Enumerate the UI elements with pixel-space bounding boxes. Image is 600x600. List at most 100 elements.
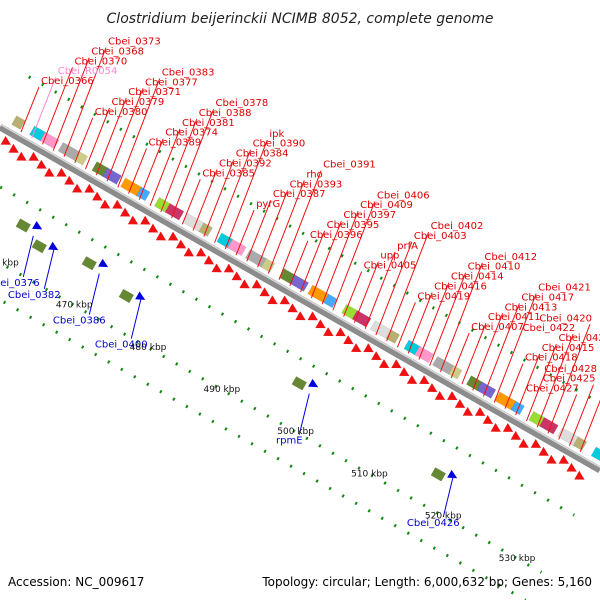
gene-label: rho bbox=[306, 169, 322, 180]
product-box bbox=[510, 400, 525, 416]
leader-line bbox=[298, 393, 310, 435]
gene-label: Cbei_0410 bbox=[468, 262, 521, 273]
forward-gene-arrow bbox=[490, 422, 501, 432]
backbone-band bbox=[0, 123, 600, 474]
leader-line bbox=[332, 201, 376, 311]
product-box bbox=[91, 161, 109, 178]
gene-label: Cbei_0391 bbox=[323, 160, 376, 171]
leader-line bbox=[95, 97, 127, 176]
gene-label: Cbei_0377 bbox=[145, 77, 198, 88]
gene-label: Cbei_0420 bbox=[539, 313, 592, 324]
forward-gene-arrow bbox=[462, 407, 473, 416]
leader-line bbox=[130, 297, 142, 339]
product-box bbox=[465, 375, 483, 392]
leader-line bbox=[461, 322, 487, 385]
scale-tick-label: 520 kbp bbox=[425, 512, 462, 522]
forward-gene-arrow bbox=[36, 159, 47, 169]
reading-frame-dots bbox=[0, 75, 600, 600]
leader-line bbox=[442, 475, 454, 518]
leader-line bbox=[439, 262, 483, 373]
gene-label: Cbei_0411 bbox=[488, 312, 541, 323]
gene-label: Cbei_0417 bbox=[521, 292, 574, 303]
gene-label: Cbei_0381 bbox=[182, 118, 235, 129]
leader-line bbox=[43, 247, 55, 289]
gene-label: Cbei_0370 bbox=[74, 56, 127, 67]
product-box bbox=[153, 196, 171, 213]
product-box bbox=[556, 427, 580, 447]
forward-gene-arrow bbox=[175, 239, 187, 249]
product-box bbox=[590, 446, 600, 462]
product-box bbox=[216, 232, 234, 249]
leader-line bbox=[149, 128, 181, 207]
reverse-product-box bbox=[291, 376, 308, 391]
gene-label: Cbei_0392 bbox=[219, 158, 272, 169]
gene-label: Cbei_0415 bbox=[542, 343, 595, 354]
gene-label: Cbei_0409 bbox=[360, 200, 413, 211]
leader-line bbox=[558, 394, 578, 440]
leader-line bbox=[278, 170, 322, 280]
reverse-product-box bbox=[81, 256, 98, 271]
gene-label: Cbei_0368 bbox=[91, 47, 144, 58]
product-box bbox=[414, 345, 434, 364]
forward-gene-arrow bbox=[434, 391, 446, 400]
gene-label: Cbei_0380 bbox=[95, 107, 148, 118]
leader-line bbox=[429, 272, 467, 366]
product-box bbox=[244, 249, 268, 268]
scale-tick-label: 460 kbp bbox=[0, 258, 19, 268]
gene-label: Cbei_0373 bbox=[108, 37, 161, 48]
forward-gene-arrow bbox=[447, 391, 458, 400]
leader-line bbox=[31, 77, 57, 139]
leader-line bbox=[106, 88, 144, 182]
genome-summary-text: Topology: circular; Length: 6,000,632 bp… bbox=[261, 575, 592, 589]
gene-label: pyrG bbox=[256, 199, 280, 210]
gene-label: Cbei_0407 bbox=[471, 322, 524, 333]
forward-gene-arrow bbox=[28, 151, 39, 161]
leader-line bbox=[214, 149, 252, 243]
product-box bbox=[29, 125, 47, 142]
scale-tick-label: 500 kbp bbox=[277, 427, 314, 437]
backbone-highlight bbox=[0, 124, 600, 468]
gene-label: Cbei_0421 bbox=[538, 283, 591, 294]
forward-gene-arrow bbox=[92, 191, 103, 201]
gene-label: Cbei_0403 bbox=[414, 231, 467, 242]
leader-line bbox=[569, 384, 594, 446]
reverse-gene-arrow bbox=[447, 469, 458, 479]
gene-label: Cbei_0385 bbox=[202, 168, 255, 179]
gene-label: Cbei_0386 bbox=[53, 316, 106, 327]
leader-line bbox=[128, 148, 147, 194]
leader-line bbox=[88, 273, 100, 315]
reverse-product-box bbox=[15, 218, 32, 233]
product-box bbox=[572, 436, 588, 451]
forward-gene-arrow bbox=[140, 215, 151, 225]
product-box bbox=[494, 391, 517, 411]
product-box bbox=[369, 320, 392, 340]
reverse-gene-arrow bbox=[98, 258, 109, 268]
leader-line bbox=[171, 108, 215, 219]
forward-gene-arrow bbox=[295, 311, 306, 321]
leader-line bbox=[353, 261, 379, 323]
gene-label: Cbei_0397 bbox=[343, 210, 396, 221]
leader-line bbox=[375, 241, 413, 336]
accession-text: Accession: NC_009617 bbox=[8, 575, 144, 589]
forward-gene-arrow bbox=[363, 343, 374, 353]
gene-label: Cbei_0427 bbox=[526, 383, 579, 394]
leader-line bbox=[257, 190, 289, 268]
forward-gene-arrow bbox=[371, 351, 382, 361]
forward-gene-arrow bbox=[307, 311, 318, 321]
product-box bbox=[539, 417, 559, 435]
leader-line bbox=[450, 332, 470, 379]
forward-gene-arrow bbox=[44, 167, 55, 177]
forward-gene-arrow bbox=[84, 183, 95, 193]
gene-label: Cbei_0395 bbox=[327, 220, 380, 231]
forward-gene-arrow bbox=[16, 151, 27, 161]
gene-label: Cbei_0379 bbox=[112, 97, 165, 108]
product-box bbox=[102, 167, 122, 185]
leader-line bbox=[536, 334, 574, 428]
forward-gene-arrow bbox=[351, 343, 362, 353]
forward-gene-arrow bbox=[510, 430, 521, 440]
leader-line bbox=[472, 313, 504, 391]
forward-gene-arrow bbox=[454, 399, 466, 408]
gene-label: Cbei_0400 bbox=[95, 340, 148, 351]
forward-gene-arrow bbox=[195, 247, 207, 257]
leader-line bbox=[310, 220, 342, 299]
